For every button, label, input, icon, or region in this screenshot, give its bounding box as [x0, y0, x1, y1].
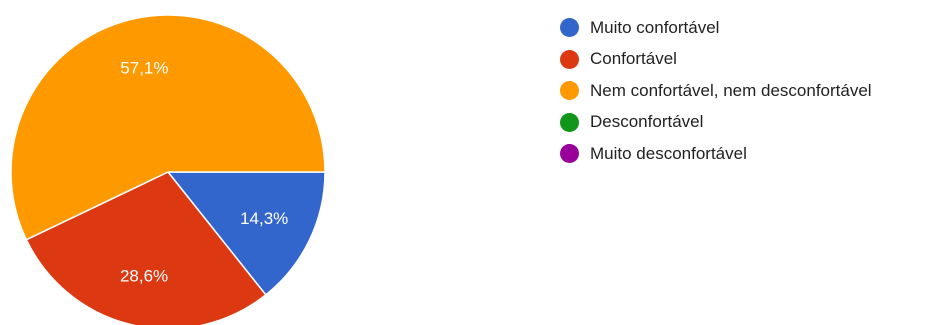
legend-swatch-2	[560, 81, 579, 101]
pie-slice-labels: 14,3% 28,6% 57,1%	[120, 58, 288, 285]
slice-label-2: 57,1%	[120, 58, 168, 77]
legend-label-0: Muito confortável	[590, 17, 720, 37]
legend-label-1: Confortável	[590, 49, 677, 69]
pie-slice-0[interactable]	[167, 171, 326, 296]
legend-swatch-1	[560, 49, 579, 69]
legend-label-4: Muito desconfortável	[590, 143, 747, 163]
legend-label-2: Nem confortável, nem desconfortável	[590, 80, 872, 100]
chart-legend: Muito confortável Confortável Nem confortá…	[560, 12, 872, 170]
legend-item-3[interactable]: Desconfortável	[560, 107, 872, 139]
legend-swatch-4	[560, 144, 579, 164]
pie-slices	[10, 14, 326, 325]
slice-label-0: 14,3%	[240, 209, 288, 228]
legend-label-3: Desconfortável	[590, 112, 704, 132]
pie-slice-2[interactable]	[10, 14, 326, 241]
legend-item-1[interactable]: Confortável	[560, 44, 872, 76]
legend-item-0[interactable]: Muito confortável	[560, 12, 872, 44]
legend-item-2[interactable]: Nem confortável, nem desconfortável	[560, 75, 872, 107]
slice-label-1: 28,6%	[120, 267, 168, 286]
pie-slice-1[interactable]	[25, 171, 267, 325]
legend-swatch-0	[560, 18, 579, 38]
legend-swatch-3	[560, 112, 579, 132]
legend-item-4[interactable]: Muito desconfortável	[560, 138, 872, 170]
